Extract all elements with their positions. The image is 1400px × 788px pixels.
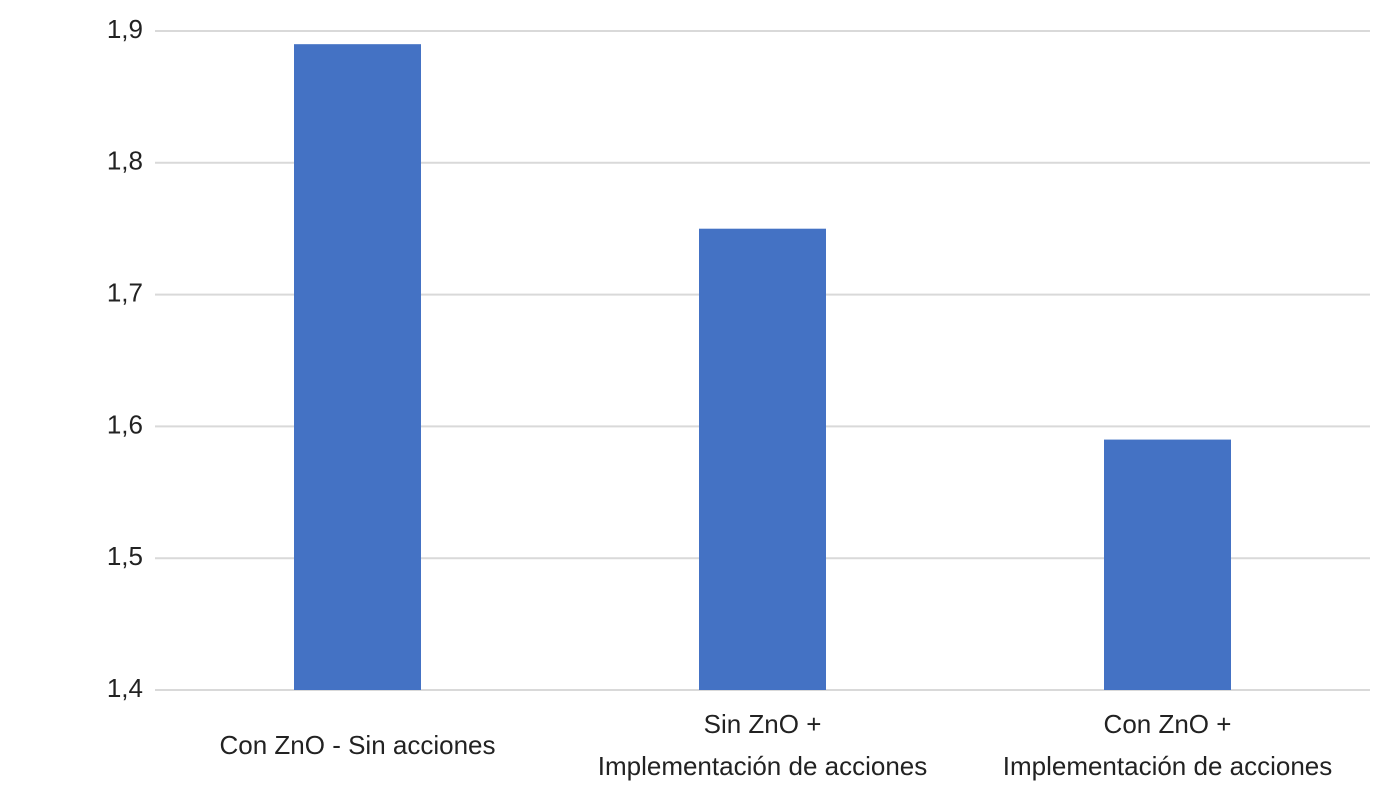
bar [699,228,826,690]
y-tick-label: 1,5 [107,541,143,571]
y-tick-label: 1,7 [107,277,143,307]
bar [294,44,421,691]
bar [1104,439,1231,690]
y-tick-label: 1,9 [107,14,143,44]
x-tick-label: Con ZnO + Implementación de acciones [1002,709,1333,781]
x-tick-label: Sin ZnO + Implementación de acciones [597,709,928,781]
y-tick-label: 1,8 [107,146,143,176]
y-tick-label: 1,6 [107,409,143,439]
y-tick-label: 1,4 [107,673,143,703]
x-tick-label: Con ZnO - Sin acciones [219,730,496,760]
